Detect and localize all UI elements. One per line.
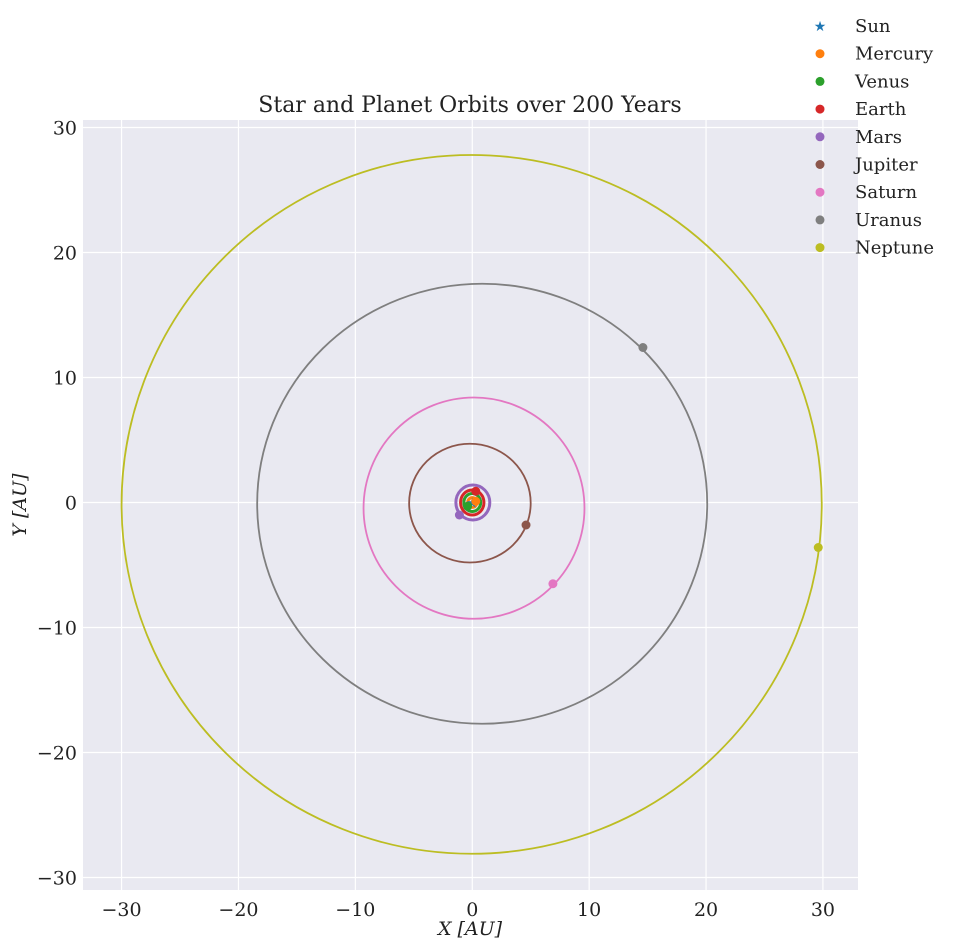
- jupiter-orbit: [408, 442, 532, 564]
- legend-uranus-label: Uranus: [855, 210, 922, 231]
- y-tick-label: 20: [53, 243, 77, 265]
- legend-mercury-marker: [815, 49, 825, 59]
- y-tick-label: 0: [65, 493, 77, 515]
- x-tick-label: −30: [102, 899, 142, 921]
- y-tick-labels: −30 −20 −10 0 10 20 30: [37, 118, 77, 890]
- x-tick-label: −10: [335, 899, 375, 921]
- legend-neptune-marker: [815, 243, 825, 253]
- jupiter-marker: [521, 520, 531, 530]
- legend-sun-label: Sun: [855, 16, 891, 37]
- mars-marker: [454, 510, 464, 520]
- x-tick-label: −20: [218, 899, 258, 921]
- planet-markers: ★: [454, 343, 823, 589]
- neptune-orbit: [120, 154, 823, 855]
- legend-saturn-label: Saturn: [855, 182, 917, 203]
- orbit-paths: [120, 154, 823, 855]
- legend-venus-label: Venus: [854, 71, 909, 92]
- legend: ★ Sun Mercury Venus Earth Mars Jupiter Saturn Ur…: [814, 16, 934, 259]
- legend-mars-marker: [815, 132, 825, 142]
- y-tick-label: 10: [53, 368, 77, 390]
- mercury-marker: [471, 496, 481, 506]
- legend-sun-marker: ★: [814, 20, 827, 35]
- y-tick-label: 30: [53, 118, 77, 140]
- x-tick-label: 0: [466, 899, 478, 921]
- x-tick-label: 30: [811, 899, 835, 921]
- legend-saturn-marker: [815, 187, 825, 197]
- x-axis-label: X [AU]: [436, 918, 503, 940]
- legend-venus-marker: [815, 76, 825, 86]
- legend-mercury-label: Mercury: [855, 44, 934, 65]
- neptune-marker: [813, 543, 823, 552]
- x-tick-label: 10: [577, 899, 601, 921]
- legend-jupiter-label: Jupiter: [853, 155, 918, 176]
- venus-marker: [463, 501, 473, 511]
- grid-lines: [83, 120, 858, 890]
- earth-marker: [471, 486, 481, 496]
- y-tick-label: −30: [37, 868, 77, 890]
- legend-neptune-label: Neptune: [855, 238, 934, 259]
- y-axis-label: Y [AU]: [9, 473, 31, 537]
- saturn-marker: [548, 579, 558, 589]
- x-tick-label: 20: [694, 899, 718, 921]
- saturn-orbit: [362, 396, 586, 620]
- legend-mars-label: Mars: [855, 127, 902, 148]
- y-tick-label: −20: [37, 743, 77, 765]
- uranus-orbit: [256, 282, 709, 725]
- legend-uranus-marker: [815, 215, 825, 225]
- legend-earth-label: Earth: [855, 99, 907, 120]
- y-tick-label: −10: [37, 618, 77, 640]
- legend-jupiter-marker: [815, 160, 825, 169]
- legend-earth-marker: [815, 104, 825, 114]
- uranus-marker: [638, 343, 648, 352]
- mars-orbit: [454, 483, 492, 522]
- chart-title: Star and Planet Orbits over 200 Years: [258, 93, 681, 118]
- x-tick-labels: −30 −20 −10 0 10 20 30: [102, 899, 836, 921]
